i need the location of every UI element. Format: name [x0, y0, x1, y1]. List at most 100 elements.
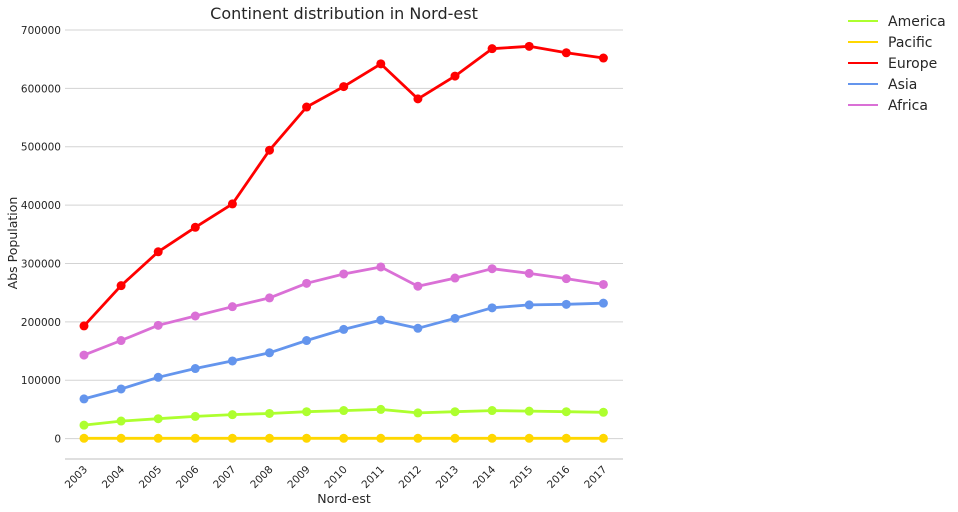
data-point	[339, 433, 349, 443]
data-point	[487, 264, 497, 274]
data-point	[524, 41, 534, 51]
y-tick-label: 200000	[21, 317, 61, 329]
legend-item-asia: Asia	[848, 77, 917, 93]
data-point	[561, 48, 571, 58]
data-point	[598, 53, 608, 63]
y-tick-label: 600000	[21, 83, 61, 95]
legend-item-pacific: Pacific	[848, 35, 933, 51]
data-point	[376, 315, 386, 325]
x-tick-label: 2005	[137, 464, 164, 491]
x-tick-label: 2013	[434, 464, 461, 491]
data-point	[598, 279, 608, 289]
data-point	[450, 71, 460, 81]
data-point	[116, 384, 126, 394]
legend-label: America	[888, 14, 946, 30]
legend-label: Africa	[888, 98, 928, 114]
data-point	[79, 420, 89, 430]
data-point	[413, 94, 423, 104]
data-point	[561, 433, 571, 443]
data-point	[190, 433, 200, 443]
data-point	[79, 433, 89, 443]
x-tick-label: 2009	[285, 464, 312, 491]
data-point	[265, 433, 274, 443]
data-point	[450, 313, 460, 323]
grid-lines	[65, 29, 623, 440]
x-tick-label: 2007	[211, 464, 238, 491]
y-tick-label: 0	[54, 434, 61, 446]
data-point	[450, 273, 460, 283]
y-tick-label: 500000	[21, 142, 61, 154]
y-axis-label: Abs Population	[5, 197, 20, 290]
x-tick-label: 2016	[545, 463, 573, 491]
data-point	[598, 407, 608, 417]
data-point	[376, 404, 386, 414]
series-line	[83, 301, 604, 401]
data-point	[598, 298, 608, 308]
data-point	[376, 433, 386, 443]
series-america	[79, 404, 608, 430]
data-point	[302, 102, 312, 112]
data-point	[561, 274, 571, 284]
legend: America Pacific Europe Asia Africa	[848, 14, 946, 114]
data-point	[302, 407, 312, 417]
y-tick-label: 300000	[21, 258, 61, 270]
y-tick-labels: 0 100000 200000 300000 400000 500000 600000 700…	[21, 25, 61, 446]
chart-title: Continent distribution in Nord-est	[210, 4, 478, 23]
data-point	[339, 82, 349, 92]
legend-label: Asia	[888, 77, 917, 93]
data-point	[116, 281, 126, 291]
series-pacific	[79, 433, 608, 443]
x-tick-label: 2003	[63, 464, 90, 491]
data-point	[153, 433, 163, 443]
data-point	[413, 408, 423, 418]
data-point	[339, 324, 349, 334]
legend-item-europe: Europe	[848, 56, 937, 72]
data-point	[265, 408, 274, 418]
x-axis-label: Nord-est	[317, 491, 371, 506]
data-point	[524, 406, 534, 416]
legend-item-africa: Africa	[848, 98, 928, 114]
data-point	[487, 303, 497, 313]
legend-item-america: America	[848, 14, 946, 30]
x-tick-label: 2017	[582, 464, 609, 491]
data-point	[524, 433, 534, 443]
data-point	[302, 433, 312, 443]
data-point	[450, 433, 460, 443]
series-line	[83, 265, 604, 357]
data-point	[190, 411, 200, 421]
data-point	[190, 311, 200, 321]
x-tick-label: 2012	[397, 464, 424, 491]
x-tick-label: 2004	[100, 463, 128, 491]
data-point	[265, 293, 274, 303]
data-point	[598, 433, 608, 443]
data-point	[561, 299, 571, 309]
data-point	[413, 323, 423, 333]
y-tick-label: 400000	[21, 200, 61, 212]
data-point	[116, 416, 126, 426]
y-tick-label: 700000	[21, 25, 61, 37]
data-point	[376, 262, 386, 272]
data-point	[153, 414, 163, 424]
legend-label: Pacific	[888, 35, 933, 51]
x-tick-label: 2015	[508, 464, 535, 491]
data-point	[302, 278, 312, 288]
x-tick-labels: 2003 2004 2005 2006 2007 2008 2009 2010 2011 2012…	[63, 463, 610, 491]
data-point	[265, 145, 274, 155]
x-tick-label: 2008	[248, 464, 275, 491]
data-point	[339, 269, 349, 279]
data-point	[450, 407, 460, 417]
data-point	[79, 350, 89, 360]
data-point	[79, 394, 89, 404]
data-point	[561, 407, 571, 417]
data-point	[487, 433, 497, 443]
series-lines	[79, 41, 608, 443]
data-point	[153, 372, 163, 382]
data-point	[190, 364, 200, 374]
data-point	[79, 321, 89, 331]
data-point	[524, 268, 534, 278]
data-point	[190, 222, 200, 232]
series-asia	[79, 298, 608, 404]
data-point	[153, 247, 163, 257]
data-point	[302, 336, 312, 346]
